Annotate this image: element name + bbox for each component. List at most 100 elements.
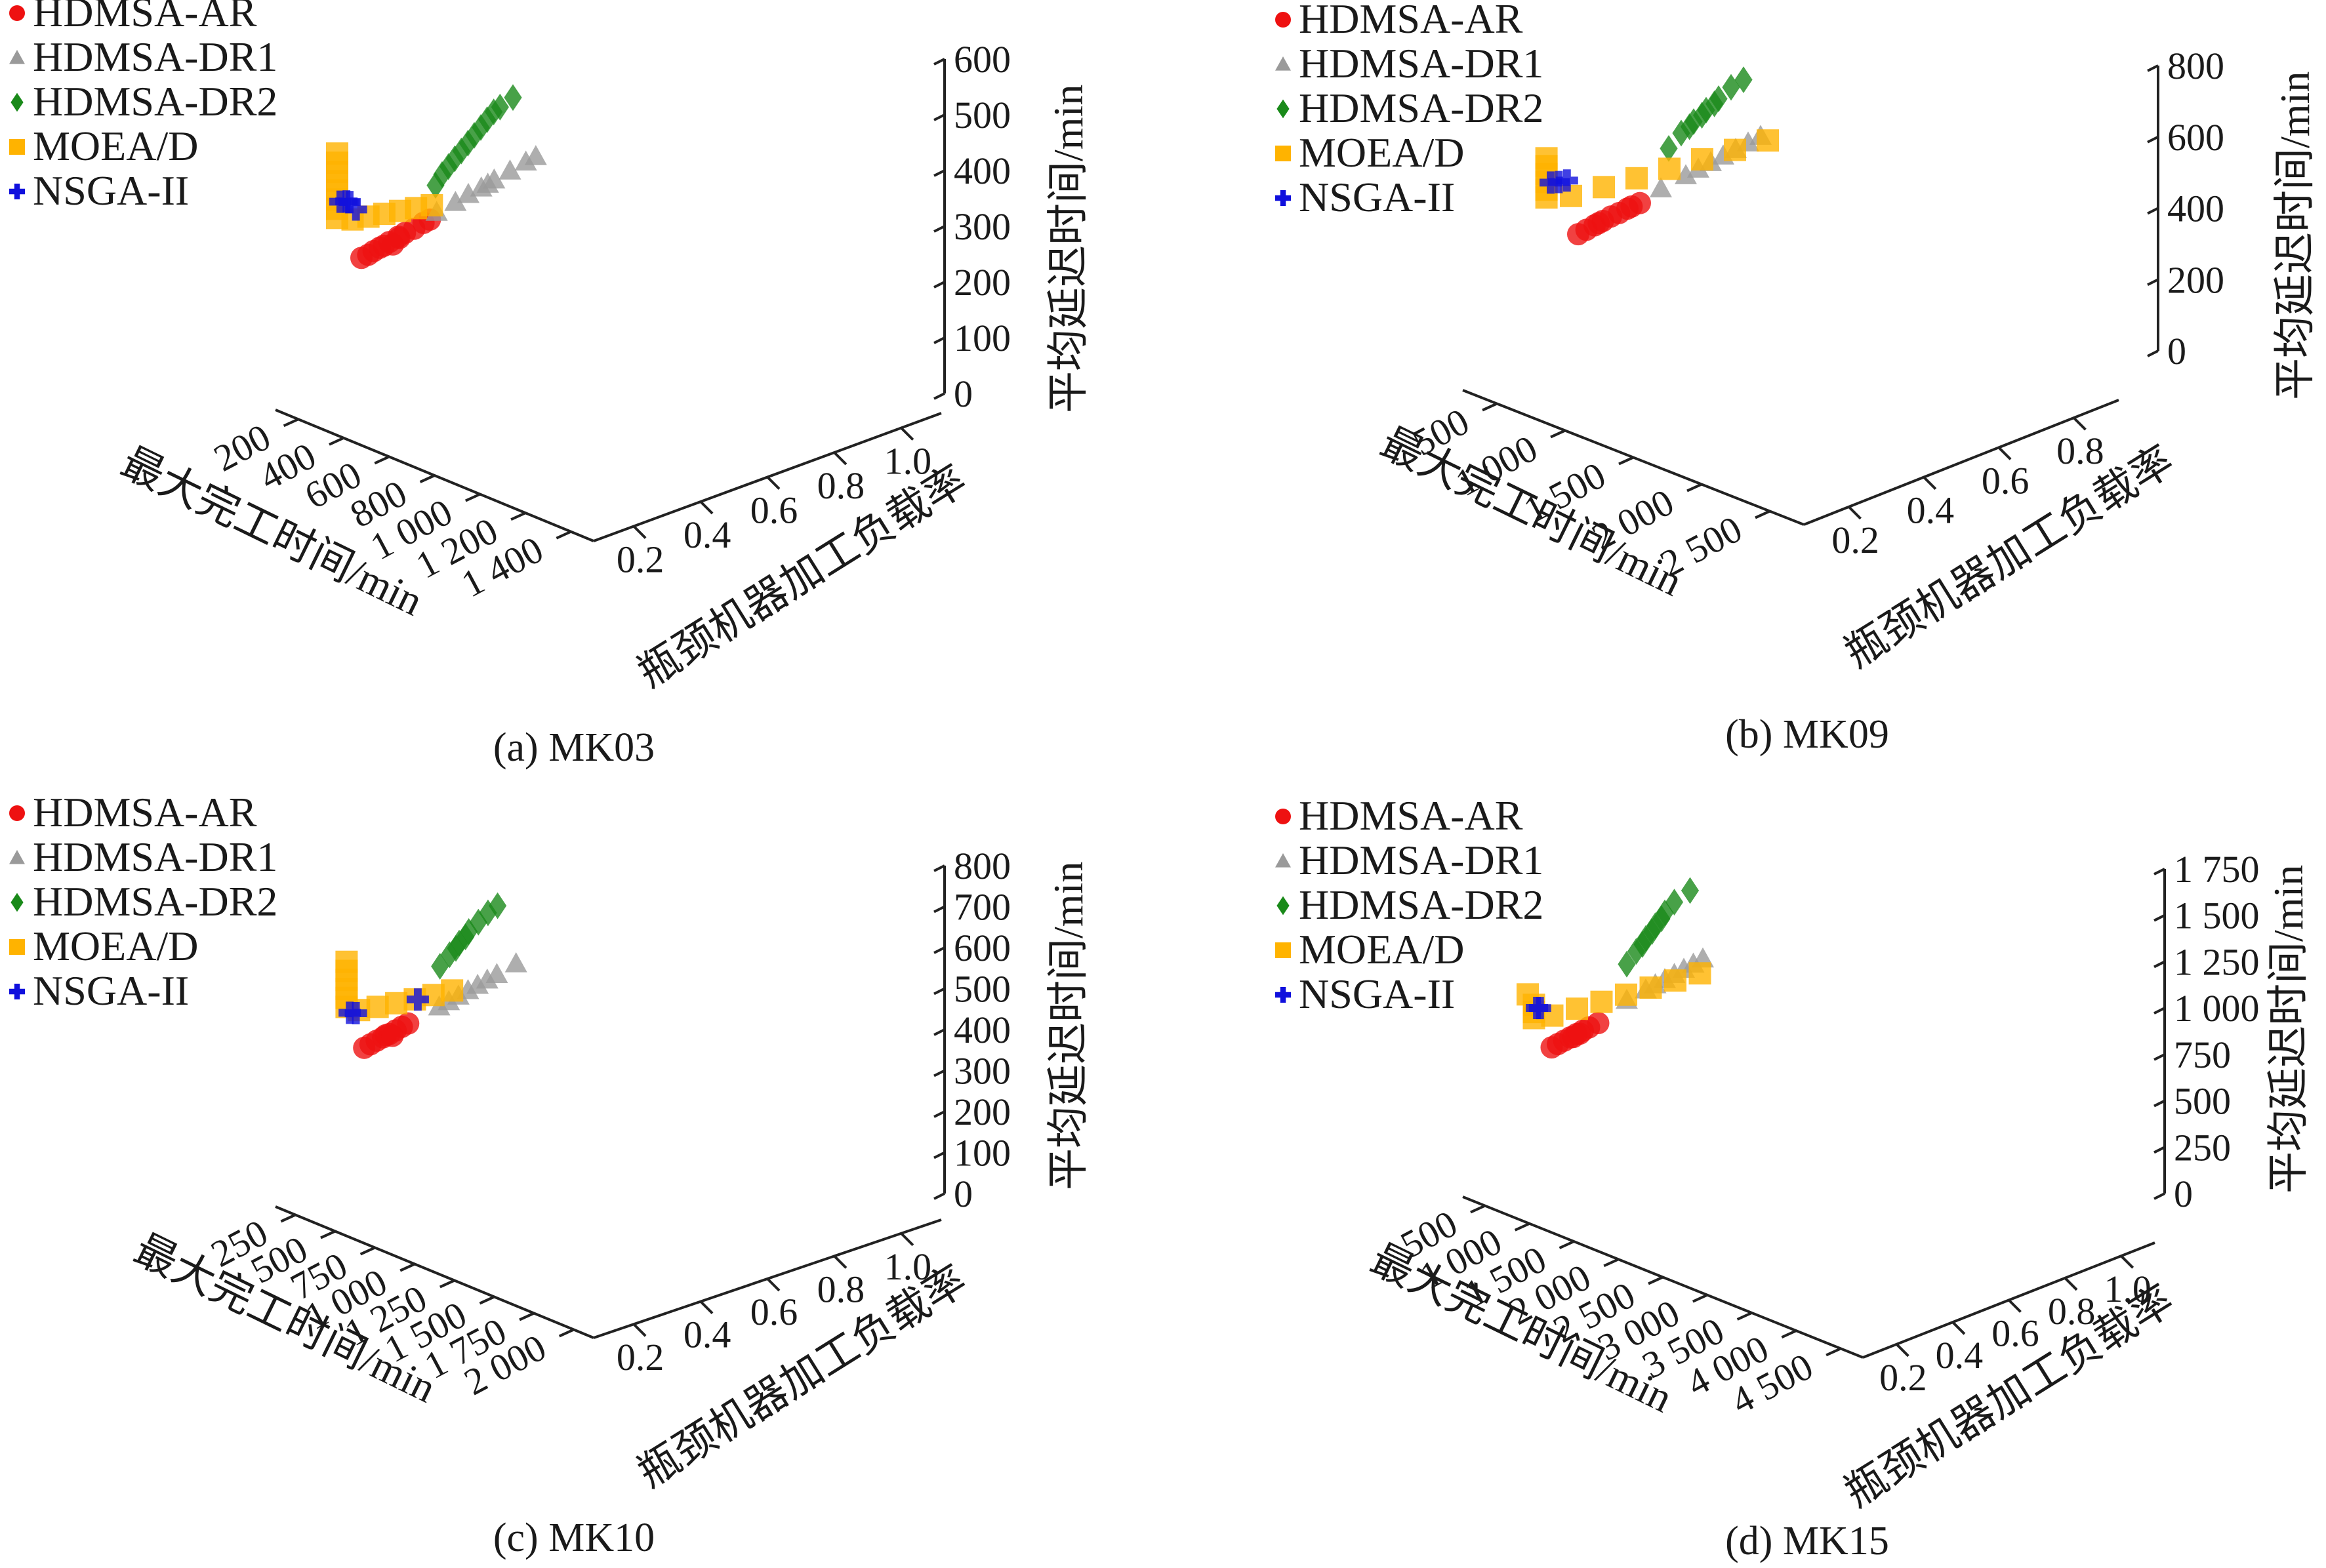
z-axis-label-mk09: 平均延迟时间/min [2272, 71, 2318, 400]
data-point-moea-d [1688, 962, 1711, 985]
series-moea-d [326, 142, 443, 231]
z-tick-mark [933, 905, 945, 914]
data-point-moea-d [1664, 969, 1686, 992]
data-point-hdmsa-dr2 [485, 98, 503, 126]
data-point-hdmsa-dr2 [1618, 950, 1636, 978]
z-tick-label: 300 [954, 205, 1011, 248]
z-tick-label: 800 [954, 845, 1011, 887]
legend-label-hdmsa-dr1: HDMSA-DR1 [1299, 837, 1543, 883]
z-tick-label: 400 [954, 1009, 1011, 1051]
z-axis-label-mk15: 平均延迟时间/min [2265, 865, 2312, 1194]
data-point-hdmsa-dr2 [452, 137, 470, 165]
x-tick-mark [359, 1246, 376, 1256]
z-tick-label: 800 [2167, 45, 2224, 87]
y-tick-mark [1895, 1343, 1909, 1357]
y-tick-mark [833, 1255, 847, 1269]
y-tick-mark [766, 1277, 781, 1292]
legend-label-hdmsa-ar: HDMSA-AR [1299, 0, 1523, 42]
z-tick-mark [2147, 64, 2159, 72]
data-point-nsga-ii [344, 1002, 367, 1025]
caption-mk03: (a) MK03 [493, 725, 655, 770]
x-tick-mark [510, 512, 526, 521]
z-tick-mark [933, 169, 945, 177]
z-tick-mark [933, 987, 945, 995]
legend-marker-nsga-ii [9, 984, 26, 1000]
y-tick-mark [2073, 416, 2087, 431]
z-tick-mark [933, 392, 945, 400]
series-moea-d [1517, 962, 1711, 1030]
legend-label-moea-d: MOEA/D [1299, 129, 1464, 176]
y-tick-label: 1.0 [884, 1245, 932, 1288]
y-tick-label: 0.2 [617, 1336, 664, 1378]
data-point-moea-d [1625, 167, 1648, 190]
legend-marker-hdmsa-dr1 [9, 850, 25, 864]
y-tick-mark [1997, 446, 2012, 460]
legend-marker-hdmsa-ar [1275, 809, 1291, 824]
y-tick-label: 0.2 [617, 538, 664, 581]
scatter-points-mk15 [1517, 877, 1714, 1059]
z-axis-label-mk10: 平均延迟时间/min [1045, 862, 1092, 1190]
series-hdmsa-dr2 [1660, 66, 1753, 162]
data-point-hdmsa-dr2 [1642, 918, 1662, 946]
z-tick-label: 0 [954, 372, 973, 415]
x-tick-mark [1826, 1347, 1841, 1357]
data-point-hdmsa-dr2 [433, 161, 451, 188]
x-tick-mark [1736, 1312, 1753, 1321]
series-hdmsa-ar [1540, 1012, 1610, 1059]
series-hdmsa-ar [353, 1012, 420, 1059]
z-tick-label: 500 [954, 94, 1011, 136]
z-tick-label: 400 [2167, 188, 2224, 230]
y-tick-mark [699, 1300, 714, 1315]
legend-marker-hdmsa-ar [1275, 12, 1291, 28]
data-point-hdmsa-dr2 [1665, 889, 1684, 915]
y-tick-mark [632, 1323, 647, 1337]
series-hdmsa-ar [350, 208, 441, 270]
data-point-hdmsa-dr2 [457, 923, 475, 950]
y-tick-mark [2064, 1277, 2078, 1291]
z-tick-label: 1 250 [2174, 940, 2260, 983]
legend-marker-nsga-ii [9, 184, 26, 199]
z-tick-mark [2153, 914, 2165, 922]
z-tick-mark [2147, 278, 2159, 287]
y-tick-label: 1.0 [2104, 1268, 2152, 1310]
legend-label-hdmsa-dr2: HDMSA-DR2 [1299, 85, 1543, 131]
caption-mk10: (c) MK10 [493, 1516, 655, 1560]
data-point-moea-d [1658, 157, 1681, 180]
z-tick-label: 750 [2174, 1034, 2231, 1076]
legend-marker-moea-d [1275, 146, 1291, 161]
z-tick-label: 0 [954, 1173, 973, 1215]
data-point-hdmsa-dr1 [524, 145, 547, 165]
x-tick-mark [1550, 429, 1566, 439]
data-point-moea-d [1615, 983, 1637, 1006]
data-point-nsga-ii [1528, 997, 1551, 1020]
z-tick-label: 200 [954, 261, 1011, 304]
z-tick-mark [2153, 1192, 2165, 1200]
y-tick-label: 0.8 [2048, 1290, 2096, 1333]
y-axis-line [1803, 399, 2119, 526]
data-point-hdmsa-ar [387, 226, 410, 249]
legend-label-moea-d: MOEA/D [33, 923, 198, 969]
data-point-hdmsa-dr2 [1693, 102, 1711, 129]
y-tick-label: 0.2 [1879, 1356, 1927, 1399]
z-tick-mark [2147, 350, 2159, 357]
x-tick-mark [280, 1213, 296, 1223]
y-tick-label: 0.6 [1991, 1312, 2039, 1355]
z-tick-label: 1 750 [2174, 848, 2260, 891]
legend-label-moea-d: MOEA/D [1299, 926, 1464, 973]
y-tick-label: 0.6 [1982, 459, 2030, 502]
data-point-hdmsa-dr2 [1681, 113, 1699, 140]
z-tick-mark [933, 1151, 945, 1159]
x-tick-mark [399, 1262, 416, 1272]
z-tick-mark [933, 1192, 945, 1200]
data-point-hdmsa-dr2 [1660, 134, 1678, 162]
x-tick-mark [439, 1279, 455, 1289]
z-tick-mark [2153, 1007, 2165, 1015]
legend-marker-hdmsa-dr1 [1275, 853, 1291, 868]
z-tick-mark [2147, 135, 2159, 144]
series-hdmsa-dr2 [1618, 877, 1700, 978]
